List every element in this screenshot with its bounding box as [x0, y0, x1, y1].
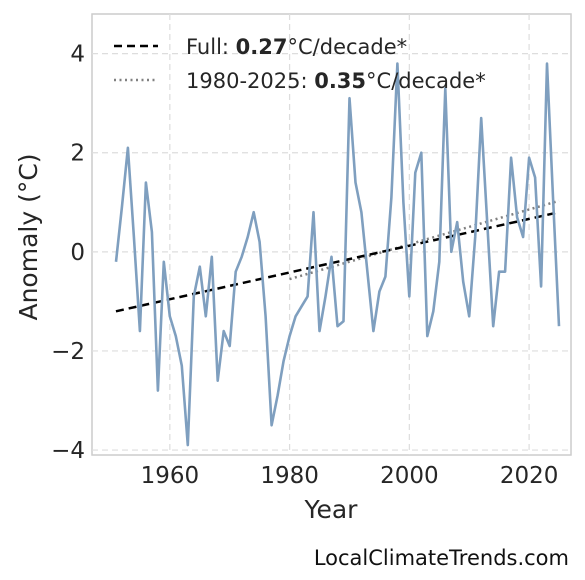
legend: Full: 0.27°C/decade* 1980-2025: 0.35°C/d…	[114, 35, 486, 93]
y-tick-label: −4	[51, 438, 85, 464]
series	[114, 62, 561, 447]
y-tick-label: −2	[51, 339, 85, 365]
full-trend-line	[115, 210, 560, 313]
x-tick-label: 2020	[500, 463, 559, 489]
x-tick-labels: 1960 1980 2000 2020	[141, 463, 559, 489]
anomaly-series-line	[114, 62, 561, 447]
grid	[92, 14, 571, 455]
y-tick-label: 0	[70, 240, 85, 266]
y-tick-label: 4	[70, 42, 85, 68]
x-tick-label: 1960	[141, 463, 200, 489]
plot-area-frame	[91, 13, 572, 456]
y-tick-label: 2	[70, 141, 85, 167]
x-tick-label: 1980	[260, 463, 319, 489]
watermark: LocalClimateTrends.com	[313, 546, 569, 570]
x-axis-label: Year	[304, 495, 359, 524]
legend-recent-trend-label: 1980-2025: 0.35°C/decade*	[186, 69, 486, 93]
y-axis-label: Anomaly (°C)	[14, 153, 43, 320]
trend-lines	[115, 199, 560, 313]
y-tick-labels: −4 −2 0 2 4	[51, 42, 85, 464]
legend-full-trend-label: Full: 0.27°C/decade*	[186, 35, 407, 59]
x-tick-label: 2000	[380, 463, 439, 489]
